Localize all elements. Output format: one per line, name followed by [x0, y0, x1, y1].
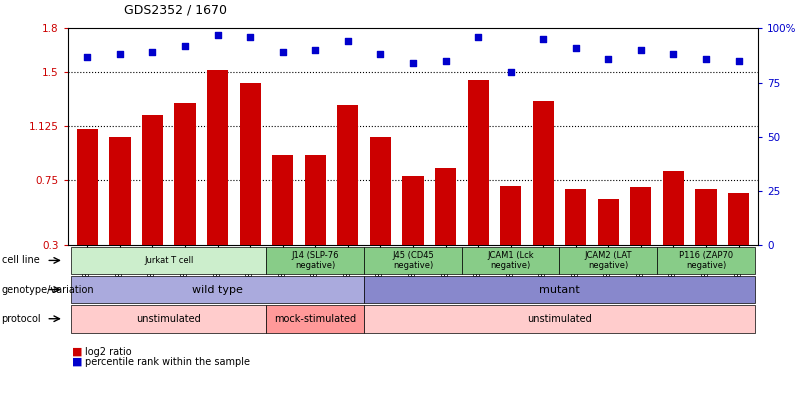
Point	[634, 47, 647, 53]
Bar	[728, 193, 749, 245]
Bar	[695, 189, 717, 245]
Bar	[468, 80, 488, 245]
Bar	[175, 103, 196, 245]
Text: P116 (ZAP70
negative): P116 (ZAP70 negative)	[679, 251, 733, 270]
Point	[406, 60, 419, 66]
Point	[439, 58, 452, 64]
Point	[179, 43, 192, 49]
Point	[243, 34, 256, 40]
Bar	[369, 137, 391, 245]
Text: ■: ■	[72, 347, 82, 357]
Point	[276, 49, 289, 55]
Bar	[239, 83, 261, 245]
Text: unstimulated: unstimulated	[527, 314, 592, 324]
Text: J45 (CD45
negative): J45 (CD45 negative)	[392, 251, 434, 270]
Bar	[598, 199, 619, 245]
Bar	[500, 186, 521, 245]
Point	[667, 51, 680, 58]
Text: JCAM2 (LAT
negative): JCAM2 (LAT negative)	[585, 251, 632, 270]
Bar	[207, 70, 228, 245]
Point	[309, 47, 322, 53]
Bar	[663, 171, 684, 245]
Text: mock-stimulated: mock-stimulated	[275, 314, 357, 324]
Bar	[305, 156, 326, 245]
Point	[700, 55, 713, 62]
Point	[374, 51, 387, 58]
Bar	[77, 130, 98, 245]
Bar	[109, 137, 131, 245]
Bar	[435, 168, 456, 245]
Bar	[142, 115, 163, 245]
Text: J14 (SLP-76
negative): J14 (SLP-76 negative)	[291, 251, 339, 270]
Point	[342, 38, 354, 45]
Bar	[338, 105, 358, 245]
Text: ■: ■	[72, 357, 82, 367]
Point	[146, 49, 159, 55]
Text: wild type: wild type	[192, 285, 243, 294]
Text: protocol: protocol	[2, 314, 41, 324]
Text: Jurkat T cell: Jurkat T cell	[144, 256, 193, 265]
Point	[472, 34, 484, 40]
Text: GDS2352 / 1670: GDS2352 / 1670	[124, 3, 227, 16]
Text: log2 ratio: log2 ratio	[85, 347, 132, 357]
Point	[570, 45, 583, 51]
Point	[211, 32, 224, 38]
Bar	[630, 187, 651, 245]
Bar	[402, 176, 424, 245]
Bar	[532, 100, 554, 245]
Text: mutant: mutant	[539, 285, 580, 294]
Bar	[272, 156, 294, 245]
Text: genotype/variation: genotype/variation	[2, 285, 94, 294]
Text: unstimulated: unstimulated	[136, 314, 201, 324]
Point	[537, 36, 550, 43]
Point	[733, 58, 745, 64]
Point	[81, 53, 93, 60]
Text: percentile rank within the sample: percentile rank within the sample	[85, 357, 251, 367]
Text: cell line: cell line	[2, 256, 39, 265]
Point	[504, 68, 517, 75]
Point	[602, 55, 614, 62]
Bar	[565, 189, 587, 245]
Text: JCAM1 (Lck
negative): JCAM1 (Lck negative)	[488, 251, 534, 270]
Point	[113, 51, 126, 58]
